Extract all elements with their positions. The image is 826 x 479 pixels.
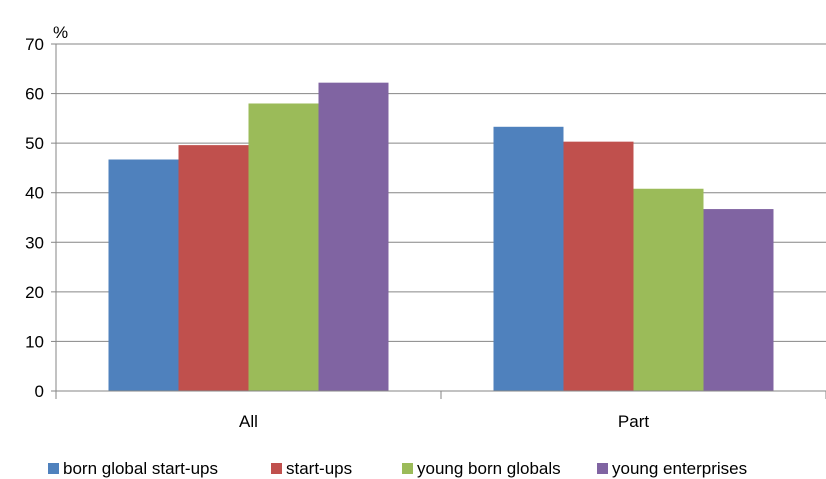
y-tick-label: 50 xyxy=(25,134,44,153)
legend: born global start-ups start-ups young born… xyxy=(48,459,747,478)
legend-label: young enterprises xyxy=(612,459,747,478)
axes xyxy=(51,43,826,399)
bar xyxy=(703,209,774,391)
y-tick-label: 30 xyxy=(25,233,44,252)
bar xyxy=(493,126,564,391)
legend-swatch xyxy=(597,463,608,474)
legend-swatch xyxy=(48,463,59,474)
legend-label: young born globals xyxy=(417,459,561,478)
legend-swatch xyxy=(271,463,282,474)
x-category-label: Part xyxy=(618,412,649,431)
y-tick-label: 60 xyxy=(25,85,44,104)
legend-swatch xyxy=(402,463,413,474)
bar xyxy=(563,141,634,391)
y-tick-label: 10 xyxy=(25,332,44,351)
legend-label: start-ups xyxy=(286,459,352,478)
y-tick-label: 0 xyxy=(35,382,44,401)
bar xyxy=(178,145,249,391)
y-tick-label: 40 xyxy=(25,184,44,203)
legend-label: born global start-ups xyxy=(63,459,218,478)
bar xyxy=(633,188,704,391)
bar xyxy=(318,82,389,391)
x-tick-labels: All Part xyxy=(239,412,649,431)
bars xyxy=(108,82,774,391)
bar xyxy=(248,103,319,391)
y-tick-labels: 0 10 20 30 40 50 60 70 xyxy=(25,35,44,401)
y-tick-label: 70 xyxy=(25,35,44,54)
y-tick-label: 20 xyxy=(25,283,44,302)
y-axis-unit-label: % xyxy=(53,23,68,42)
x-category-label: All xyxy=(239,412,258,431)
bar xyxy=(108,159,179,391)
